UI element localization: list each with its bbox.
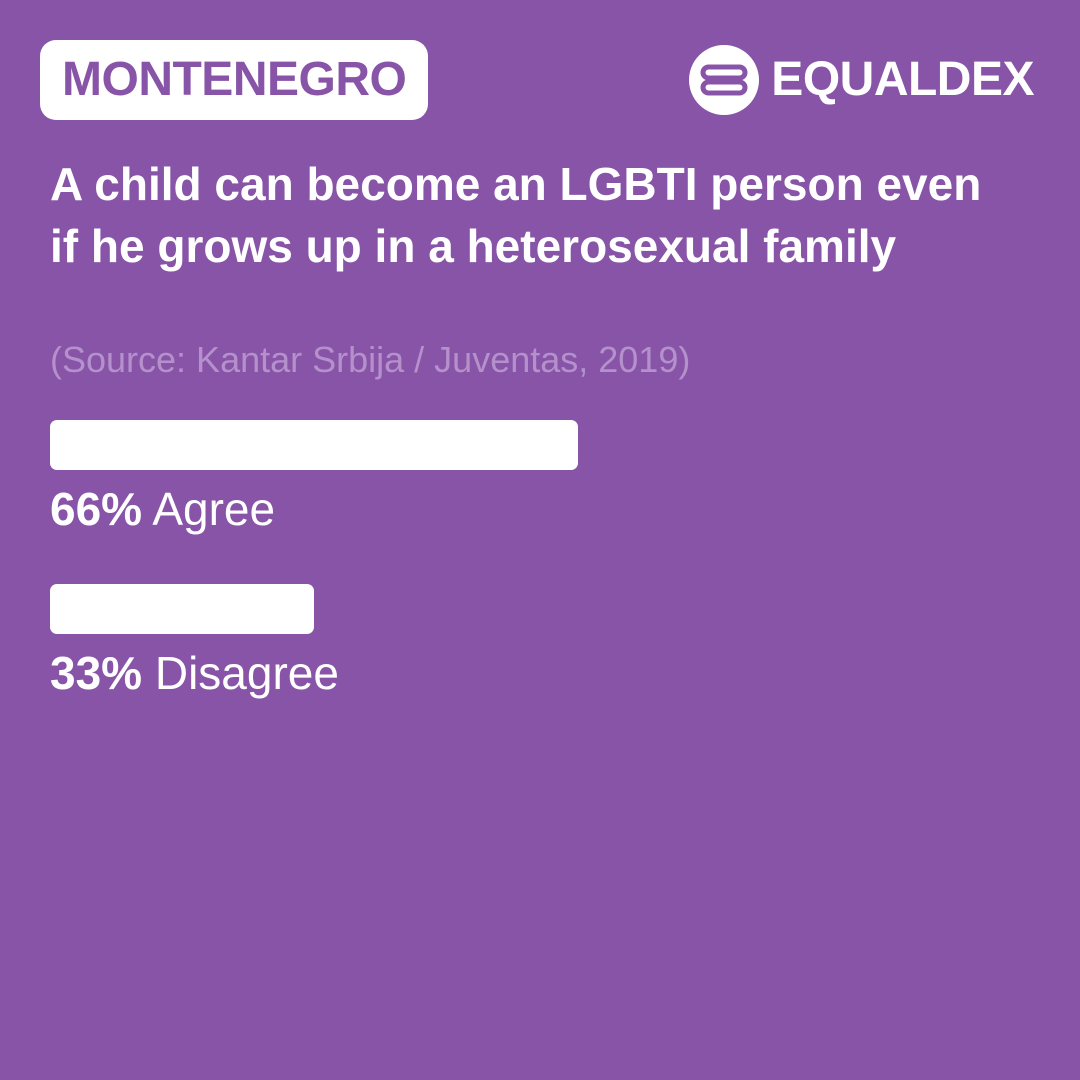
result-agree: 66% Agree	[50, 420, 1010, 584]
country-name: MONTENEGRO	[62, 53, 407, 106]
result-label: 66% Agree	[50, 482, 1010, 536]
survey-question: A child can become an LGBTI person even …	[50, 158, 982, 272]
brand: EQUALDEX	[689, 45, 1034, 115]
result-percentage: 66%	[50, 483, 143, 535]
bar-disagree	[50, 584, 314, 634]
source-citation: (Source: Kantar Srbija / Juventas, 2019)	[50, 339, 691, 380]
result-disagree: 33% Disagree	[50, 584, 1010, 748]
country-badge: MONTENEGRO	[40, 40, 429, 120]
result-label: 33% Disagree	[50, 646, 1010, 700]
equaldex-logo-icon	[689, 45, 760, 115]
brand-name: EQUALDEX	[771, 53, 1034, 106]
result-category: Disagree	[154, 647, 339, 699]
bar-agree	[50, 420, 578, 470]
result-category: Agree	[152, 483, 276, 535]
chart-results: 66% Agree 33% Disagree	[50, 420, 1010, 748]
result-percentage: 33%	[50, 647, 143, 699]
